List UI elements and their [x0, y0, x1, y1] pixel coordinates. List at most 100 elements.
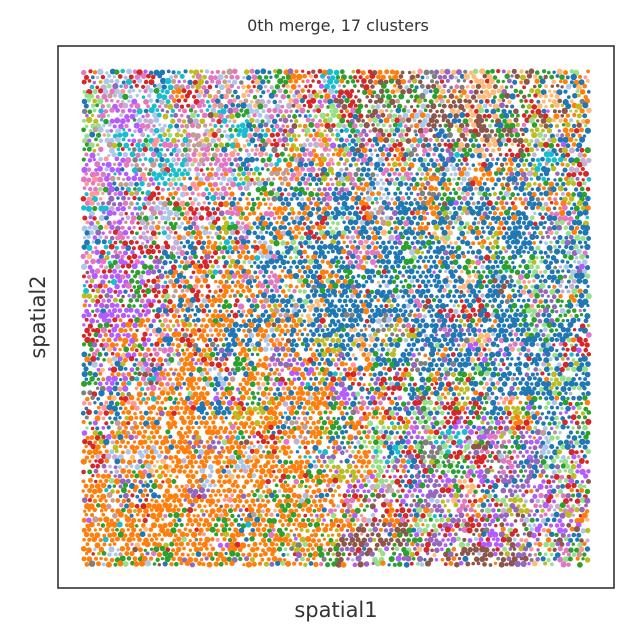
- data-point: [406, 236, 411, 241]
- data-point: [295, 332, 300, 337]
- data-point: [423, 353, 428, 358]
- data-point: [550, 137, 557, 144]
- data-point: [508, 274, 513, 279]
- data-point: [165, 323, 171, 329]
- data-point: [320, 166, 328, 174]
- data-point: [521, 240, 528, 247]
- data-point: [474, 138, 478, 143]
- data-point: [100, 257, 107, 265]
- data-point: [342, 298, 348, 304]
- data-point: [449, 241, 453, 245]
- data-point: [564, 132, 571, 138]
- data-point: [113, 192, 118, 196]
- data-point: [334, 186, 339, 192]
- data-point: [176, 323, 181, 327]
- data-point: [175, 205, 182, 212]
- data-point: [374, 264, 378, 268]
- data-point: [555, 239, 560, 245]
- data-point: [513, 167, 518, 172]
- data-point: [311, 292, 317, 298]
- data-point: [373, 79, 379, 85]
- data-point: [134, 172, 139, 177]
- data-point: [439, 79, 445, 84]
- data-point: [248, 332, 255, 339]
- data-point: [135, 212, 140, 216]
- data-point: [478, 166, 485, 173]
- data-point: [476, 220, 481, 225]
- data-point: [549, 93, 554, 98]
- data-point: [249, 254, 256, 261]
- data-point: [467, 342, 474, 349]
- data-point: [170, 118, 176, 124]
- data-point: [396, 219, 404, 226]
- data-point: [324, 93, 331, 100]
- data-point: [283, 196, 289, 202]
- data-point: [81, 351, 88, 358]
- data-point: [464, 171, 470, 177]
- data-point: [579, 245, 584, 249]
- data-point: [180, 142, 186, 148]
- data-point: [586, 303, 590, 308]
- data-point: [518, 235, 523, 240]
- data-point: [339, 167, 344, 172]
- data-point: [458, 220, 465, 226]
- data-point: [538, 230, 543, 236]
- data-point: [338, 137, 344, 143]
- data-point: [475, 259, 482, 266]
- data-point: [465, 162, 469, 166]
- data-point: [518, 284, 523, 290]
- data-point: [229, 133, 235, 139]
- data-point: [117, 74, 123, 79]
- data-point: [134, 163, 140, 168]
- data-point: [451, 225, 455, 230]
- data-point: [286, 94, 291, 99]
- data-point: [228, 235, 233, 240]
- data-point: [322, 303, 327, 307]
- data-point: [153, 116, 160, 124]
- data-point: [400, 312, 406, 318]
- data-point: [420, 182, 425, 188]
- data-point: [484, 311, 491, 319]
- data-point: [313, 289, 319, 294]
- data-point: [535, 70, 540, 75]
- data-point: [123, 270, 128, 275]
- data-point: [421, 308, 426, 312]
- data-point: [543, 141, 550, 148]
- data-point: [451, 342, 456, 347]
- data-point: [137, 147, 143, 153]
- data-point: [381, 162, 385, 167]
- data-point: [514, 317, 520, 323]
- data-point: [233, 236, 238, 241]
- data-point: [221, 323, 226, 328]
- data-point: [185, 132, 192, 139]
- data-point: [220, 195, 226, 201]
- data-point: [508, 196, 513, 200]
- data-point: [584, 118, 591, 125]
- data-point: [373, 177, 377, 182]
- data-point: [297, 191, 303, 197]
- data-point: [331, 221, 335, 225]
- data-point: [272, 283, 278, 289]
- data-point: [514, 238, 521, 245]
- data-point: [352, 210, 359, 217]
- data-point: [446, 244, 451, 249]
- data-point: [322, 187, 327, 192]
- data-point: [171, 137, 177, 144]
- data-point: [306, 244, 311, 249]
- chart-title: 0th merge, 17 clusters: [247, 16, 429, 35]
- data-point: [162, 260, 168, 266]
- data-point: [183, 69, 188, 74]
- data-point: [389, 127, 395, 134]
- data-point: [210, 264, 215, 269]
- data-point: [97, 186, 103, 192]
- data-point: [276, 206, 283, 212]
- data-point: [157, 73, 163, 79]
- data-point: [297, 134, 301, 138]
- data-point: [201, 112, 208, 119]
- data-point: [355, 292, 362, 299]
- data-point: [151, 278, 157, 285]
- data-point: [117, 132, 123, 138]
- data-point: [429, 158, 434, 163]
- data-point: [385, 323, 389, 328]
- data-point: [584, 123, 588, 128]
